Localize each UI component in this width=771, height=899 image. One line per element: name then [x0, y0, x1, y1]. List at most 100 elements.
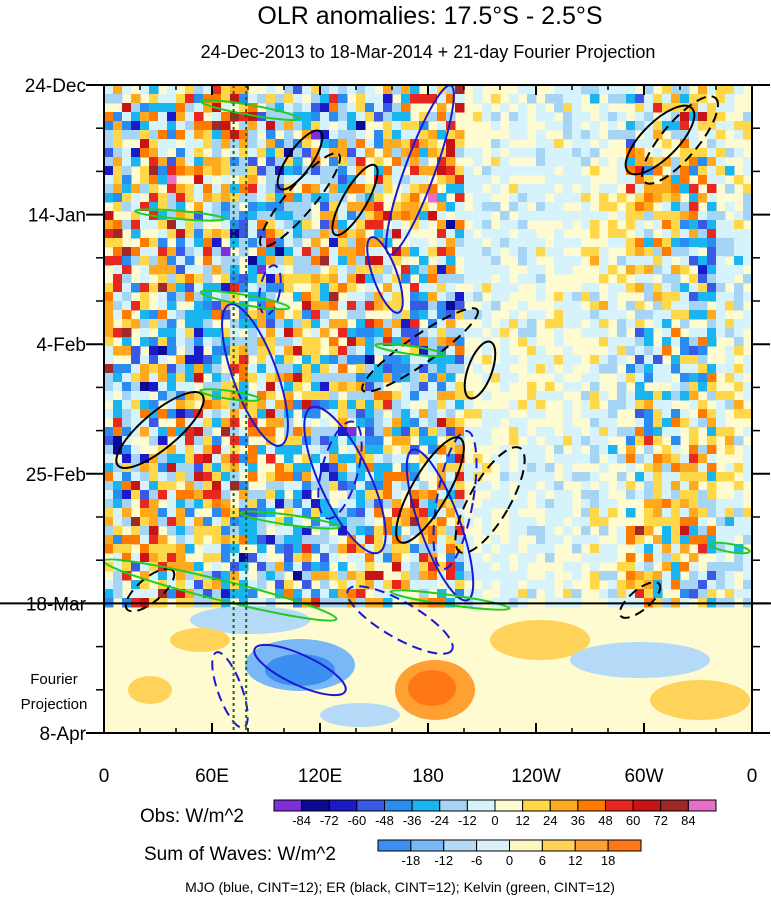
obs-cell [158, 148, 168, 158]
obs-cell [662, 94, 672, 104]
obs-cell [536, 526, 546, 536]
obs-cell [374, 499, 384, 509]
obs-cell [419, 382, 429, 392]
obs-cell [428, 436, 438, 446]
obs-cell [392, 229, 402, 239]
obs-cell [239, 571, 249, 581]
obs-cell [104, 319, 114, 329]
obs-cell [572, 94, 582, 104]
obs-cell [743, 463, 752, 473]
obs-cell [338, 85, 348, 95]
obs-cell [662, 526, 672, 536]
obs-cell [203, 499, 213, 509]
obs-cell [275, 337, 285, 347]
obs-cell [680, 292, 690, 302]
obs-cell [239, 526, 249, 536]
obs-cell [743, 193, 752, 203]
obs-cell [248, 139, 258, 149]
obs-cell [689, 130, 699, 140]
obs-cell [185, 148, 195, 158]
obs-cell [563, 526, 573, 536]
obs-cell [563, 382, 573, 392]
obs-cell [428, 409, 438, 419]
obs-cell [338, 382, 348, 392]
obs-cell [140, 247, 150, 257]
obs-cell [536, 580, 546, 590]
obs-cell [185, 472, 195, 482]
obs-cell [563, 400, 573, 410]
obs-cell [437, 238, 447, 248]
obs-cell [734, 517, 744, 527]
obs-cell [176, 454, 186, 464]
obs-cell [212, 112, 222, 122]
obs-cell [572, 238, 582, 248]
obs-cell [167, 157, 177, 167]
obs-cell [626, 400, 636, 410]
obs-cell [293, 94, 303, 104]
obs-cell [212, 571, 222, 581]
obs-cell [599, 112, 609, 122]
obs-cell [734, 589, 744, 599]
obs-cell [698, 175, 708, 185]
obs-cell [455, 427, 465, 437]
wave-contour [115, 391, 205, 469]
obs-cell [545, 571, 555, 581]
obs-cell [392, 130, 402, 140]
obs-cell [302, 427, 312, 437]
colorbar-level-label: -24 [430, 813, 449, 828]
obs-cell [356, 544, 366, 554]
obs-cell [167, 265, 177, 275]
obs-colorbar: -84 -72 -60 -48 -36 -24 -12 0 12 24 36 48 60 72 84 [273, 799, 717, 828]
obs-cell [239, 436, 249, 446]
obs-cell [104, 463, 114, 473]
obs-cell [743, 166, 752, 176]
obs-cell [464, 328, 474, 338]
obs-cell [401, 202, 411, 212]
obs-cell [545, 436, 555, 446]
obs-cell [518, 193, 528, 203]
obs-cell [230, 157, 240, 167]
obs-cell [500, 211, 510, 221]
obs-cell [599, 499, 609, 509]
obs-cell [158, 373, 168, 383]
colorbar-level-label: -18 [401, 853, 420, 868]
obs-cell [113, 553, 123, 563]
obs-cell [716, 517, 726, 527]
obs-cell [194, 571, 204, 581]
obs-cell [725, 445, 735, 455]
obs-cell [302, 301, 312, 311]
obs-cell [599, 139, 609, 149]
obs-cell [131, 256, 141, 266]
obs-cell [626, 247, 636, 257]
obs-cell [590, 391, 600, 401]
obs-cell [338, 364, 348, 374]
obs-cell [401, 391, 411, 401]
obs-cell [644, 463, 654, 473]
obs-cell [680, 121, 690, 131]
obs-cell [554, 229, 564, 239]
obs-cell [221, 409, 231, 419]
obs-cell [302, 175, 312, 185]
obs-cell [365, 112, 375, 122]
obs-cell [131, 193, 141, 203]
obs-cell [284, 445, 294, 455]
obs-cell [671, 355, 681, 365]
obs-cell [131, 373, 141, 383]
obs-cell [230, 238, 240, 248]
obs-cell [455, 508, 465, 518]
obs-cell [617, 256, 627, 266]
obs-cell [185, 418, 195, 428]
obs-cell [320, 103, 330, 113]
obs-cell [527, 454, 537, 464]
obs-cell [734, 175, 744, 185]
obs-cell [662, 103, 672, 113]
obs-cell [500, 292, 510, 302]
obs-cell [293, 562, 303, 572]
obs-cell [446, 463, 456, 473]
obs-cell [122, 184, 132, 194]
obs-cell [581, 508, 591, 518]
obs-cell [716, 157, 726, 167]
obs-cell [563, 409, 573, 419]
obs-cell [707, 436, 717, 446]
obs-cell [221, 175, 231, 185]
